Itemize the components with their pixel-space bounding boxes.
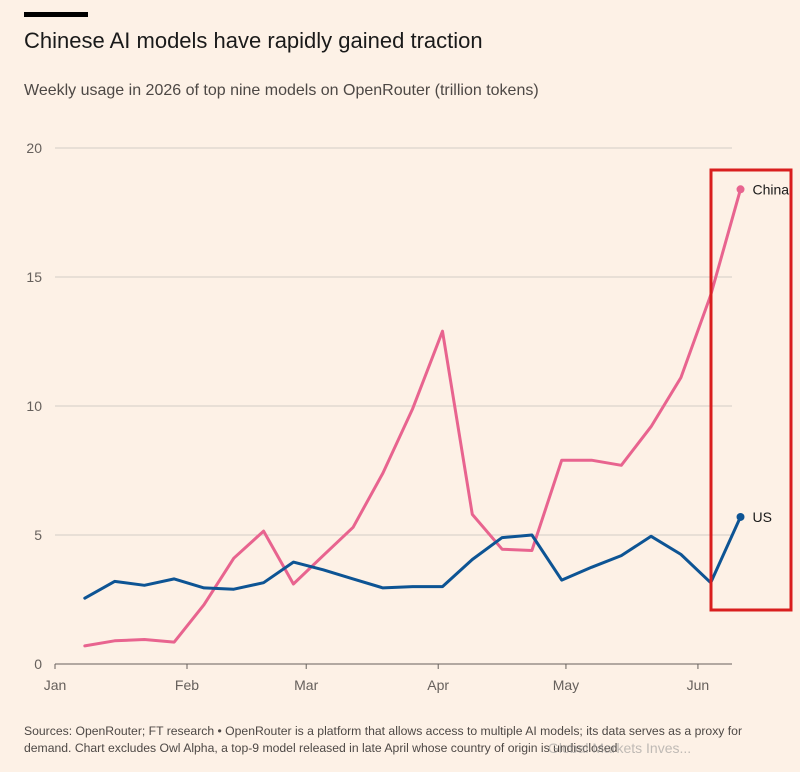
watermark: Global Markets Inves... xyxy=(548,740,692,756)
x-tick-label: Mar xyxy=(294,677,318,693)
line-chart: 0 5 10 15 20 Jan Feb Mar Apr May Jun China US xyxy=(26,140,793,693)
x-tick-label: Jun xyxy=(687,677,710,693)
x-tick-label: May xyxy=(553,677,579,693)
y-tick-label: 10 xyxy=(26,398,42,414)
series-label-us: US xyxy=(753,509,772,525)
x-tick-label: Feb xyxy=(175,677,199,693)
chart-footnote: Sources: OpenRouter; FT research • OpenR… xyxy=(24,724,743,755)
top-rule xyxy=(24,12,88,17)
highlight-box xyxy=(709,168,793,612)
y-tick-label: 20 xyxy=(26,140,42,156)
series-end-dot-china xyxy=(736,185,745,194)
series-line-china xyxy=(83,187,742,648)
series-line-us xyxy=(83,515,742,600)
y-tick-label: 5 xyxy=(34,527,42,543)
x-tick-label: Apr xyxy=(427,677,449,693)
y-tick-label: 0 xyxy=(34,656,42,672)
series-label-china: China xyxy=(753,181,790,197)
chart-title: Chinese AI models have rapidly gained tr… xyxy=(24,28,483,53)
y-tick-label: 15 xyxy=(26,269,42,285)
x-tick-label: Jan xyxy=(44,677,67,693)
chart-subtitle: Weekly usage in 2026 of top nine models … xyxy=(24,82,539,99)
series-end-dot-us xyxy=(736,512,745,521)
